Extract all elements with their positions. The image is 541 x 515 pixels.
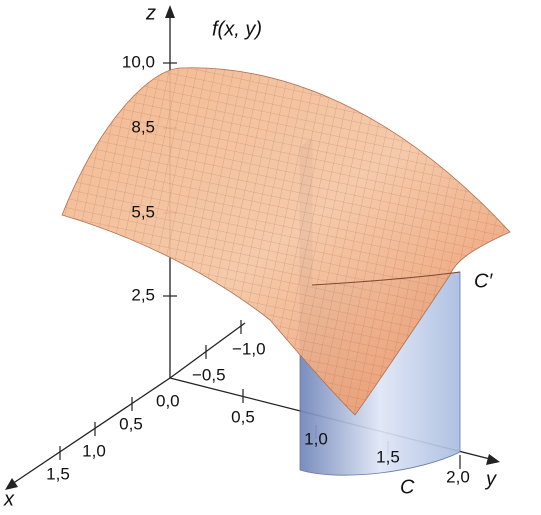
x-arrow — [5, 478, 18, 490]
surface-label: f(x, y) — [212, 18, 262, 40]
y-tick-label: 1,5 — [376, 447, 400, 466]
origin-label: 0,0 — [156, 391, 180, 410]
x-axis — [11, 377, 171, 485]
z-tick-label: 8,5 — [131, 117, 155, 136]
curve-c-prime — [311, 271, 461, 286]
y-tick-label: −0,5 — [192, 365, 226, 384]
surface — [61, 67, 511, 416]
z-arrow — [165, 5, 175, 18]
y-axis-negative — [169, 322, 246, 379]
y-arrow — [486, 454, 500, 465]
x-tick-label: 1,5 — [46, 464, 70, 483]
y-tick-label: −1,0 — [232, 339, 266, 358]
z-tick-label: 2,5 — [131, 285, 155, 304]
curve-prime-label: C′ — [474, 270, 493, 292]
y-tick-label: 2,0 — [446, 467, 470, 486]
x-axis-label: x — [3, 488, 15, 510]
y-axis-label: y — [484, 468, 497, 490]
z-tick-label: 5,5 — [131, 202, 155, 221]
x-tick-label: 0,5 — [119, 414, 143, 433]
curve-label: C — [400, 476, 415, 498]
y-tick-label: 1,0 — [304, 429, 328, 448]
surface-mesh — [61, 67, 511, 416]
x-tick-label: 1,0 — [82, 441, 106, 460]
y-tick-label: 0,5 — [231, 407, 255, 426]
z-axis-label: z — [145, 2, 156, 24]
z-tick-label: 10,0 — [122, 52, 155, 71]
